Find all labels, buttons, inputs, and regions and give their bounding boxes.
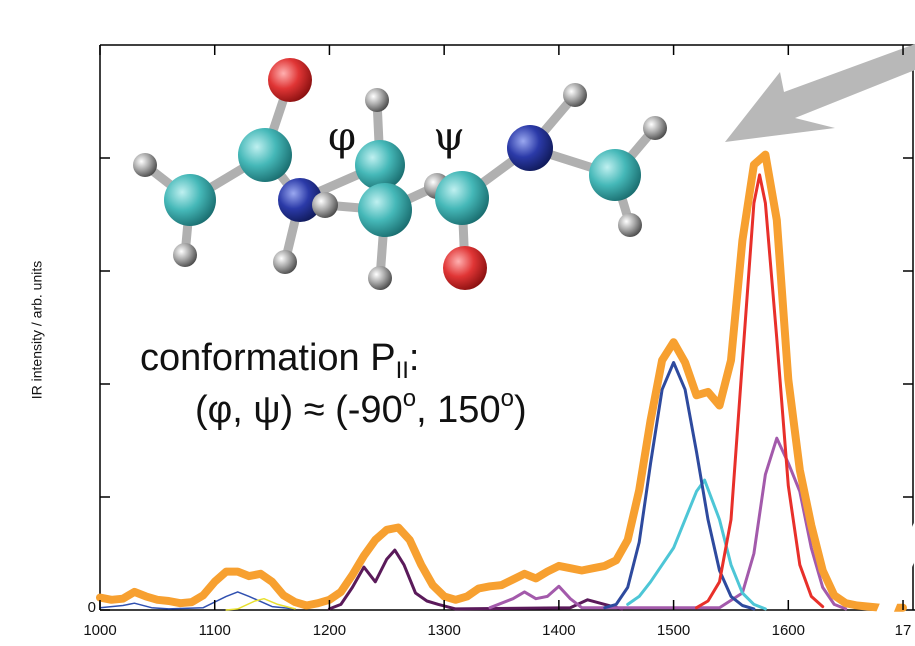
molecule <box>133 58 667 290</box>
annotation-text: ) <box>514 389 527 431</box>
x-tick-label: 1100 <box>199 622 231 639</box>
annotation-line-1: conformation PII: <box>140 337 419 384</box>
plot-area <box>96 150 907 612</box>
spectrum-line <box>603 361 756 611</box>
spectrum-line <box>225 597 296 611</box>
arrow <box>725 44 915 142</box>
x-tick-label: 1300 <box>427 622 460 639</box>
plot-frame <box>99 44 915 611</box>
annotation-superscript: o <box>403 385 416 412</box>
annotation-subscript: II <box>396 357 409 384</box>
spectrum-line <box>695 173 825 610</box>
annotation-text: conformation P <box>140 337 396 379</box>
annotation-text: : <box>409 337 420 379</box>
x-tick-label: 1500 <box>657 622 690 639</box>
annotation-superscript: o <box>501 385 514 412</box>
spectrum-line <box>626 478 767 611</box>
annotation-text: , 150 <box>416 389 501 431</box>
overlay-stripe <box>862 520 915 646</box>
y-tick-label: 0 <box>88 599 96 616</box>
spectrum-line <box>327 548 624 611</box>
x-tick-label: 1000 <box>83 622 116 639</box>
y-axis-label: IR intensity / arb. units <box>29 261 45 400</box>
annotation-text: (φ, ψ) ≈ (-90 <box>195 389 403 431</box>
spectrum-line <box>96 150 907 612</box>
phi-label: φ <box>328 114 356 160</box>
x-tick-label: 1200 <box>313 622 346 639</box>
psi-label: ψ <box>433 114 464 160</box>
annotation-line-2: (φ, ψ) ≈ (-90o, 150o) <box>195 385 527 431</box>
x-tick-label: 1600 <box>772 622 805 639</box>
x-tick-label: 17 <box>895 622 912 639</box>
x-tick-label: 1400 <box>542 622 575 639</box>
